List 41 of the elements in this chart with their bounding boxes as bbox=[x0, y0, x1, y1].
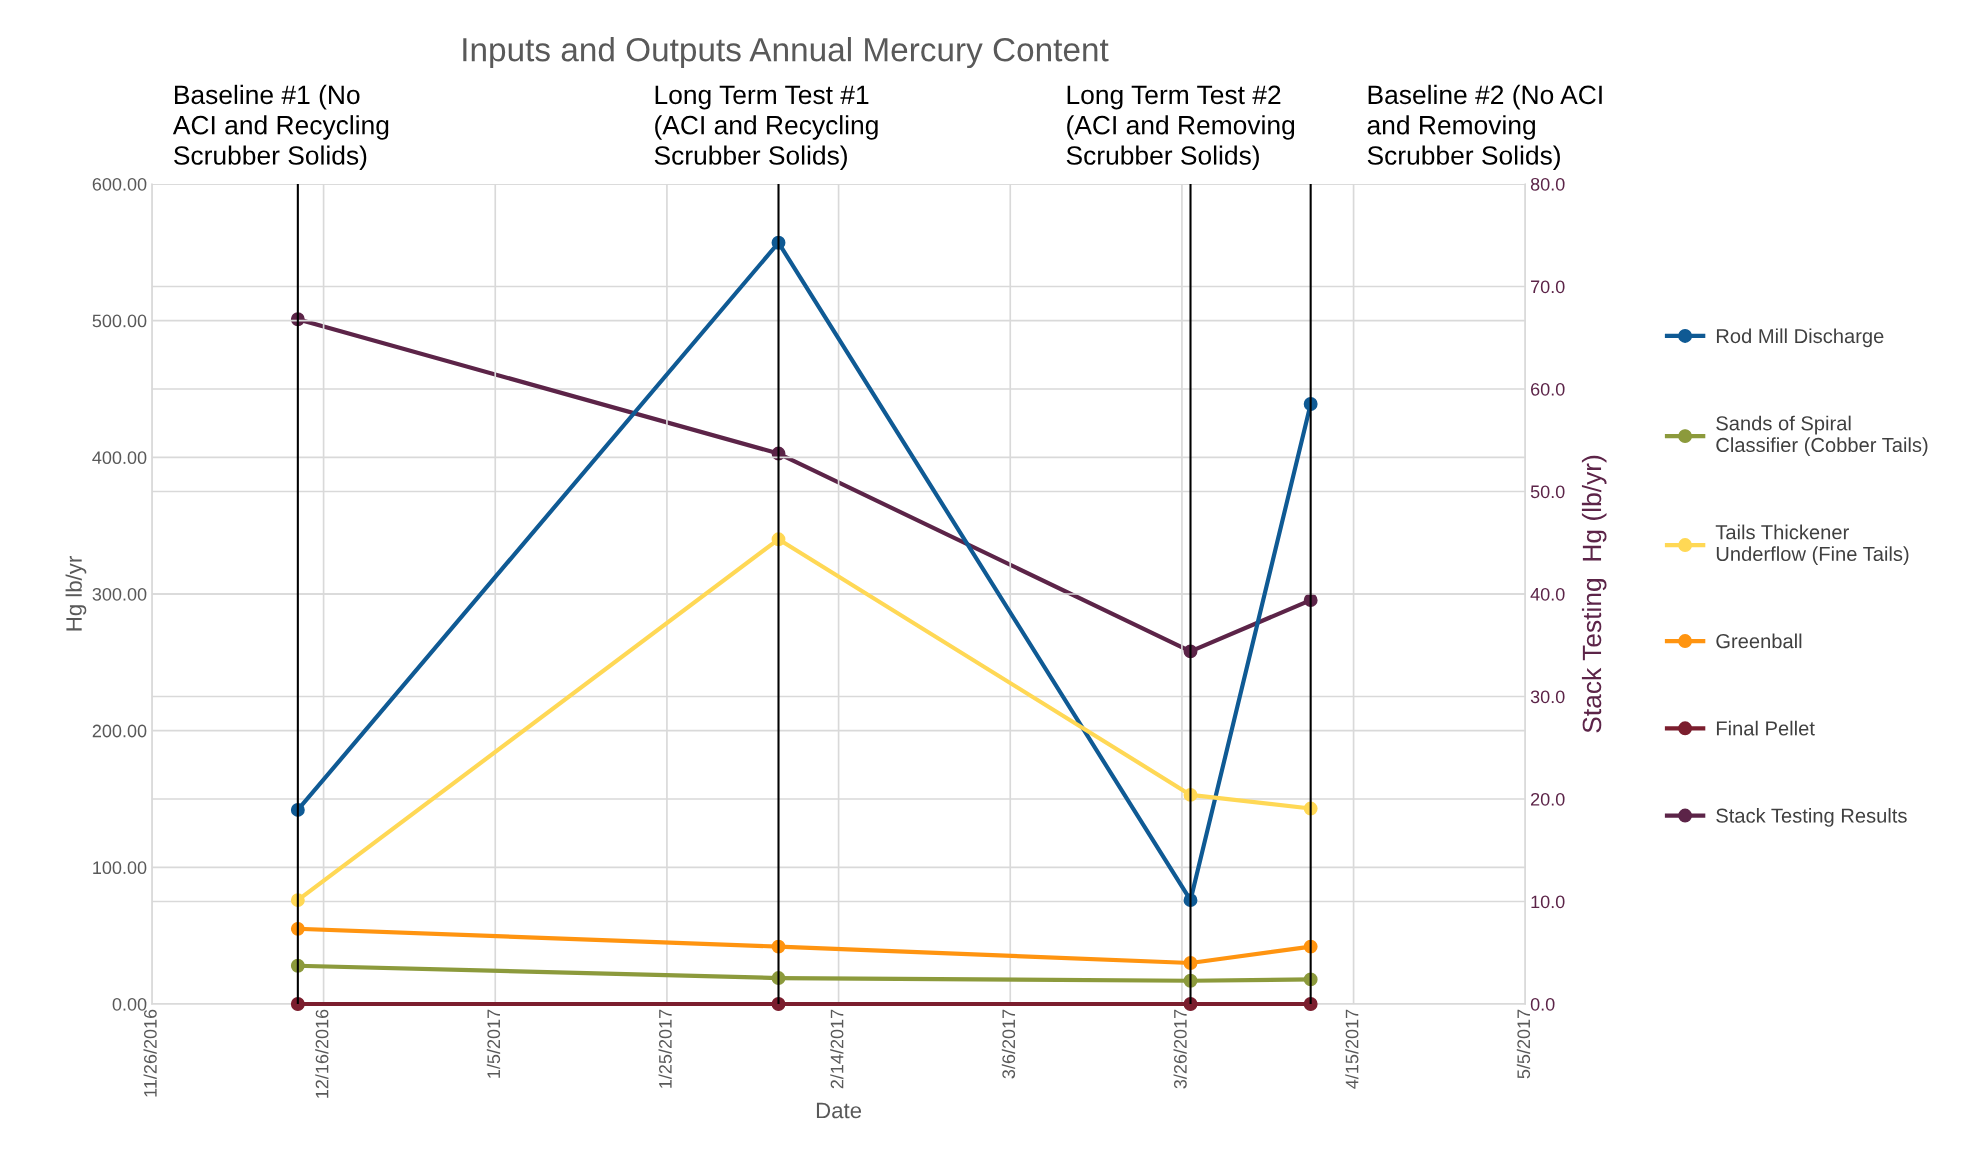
x-tick-label: 1/5/2017 bbox=[486, 1009, 501, 1078]
y2-tick-label: 70.0 bbox=[1531, 280, 1565, 294]
ref-line-label: Baseline #1 (No ACI and Recycling Scrubber Solids) bbox=[172, 84, 389, 171]
x-tick-label: 11/26/2016 bbox=[143, 1009, 157, 1097]
chart-title: Inputs and Outputs Annual Mercury Content bbox=[463, 37, 1109, 69]
y-tick-label: 500.00 bbox=[92, 314, 147, 328]
y2-tick-label: 60.0 bbox=[1531, 382, 1565, 396]
y-tick-label: 600.00 bbox=[92, 177, 147, 191]
x-axis-title: Date bbox=[816, 1102, 862, 1119]
y2-tick-label: 50.0 bbox=[1530, 485, 1565, 499]
y2-axis-title: Stack Testing Hg (lb/yr) bbox=[1581, 455, 1607, 733]
legend-label: Stack Testing Results bbox=[1716, 808, 1907, 827]
x-tick-label: 3/26/2017 bbox=[1173, 1009, 1187, 1089]
point bbox=[290, 997, 305, 1011]
ref-line-label: Baseline #2 (No ACI and Removing Scrubber Solids) bbox=[1367, 84, 1602, 171]
y2-tick-label: 40.0 bbox=[1530, 587, 1565, 601]
y-tick-label: 300.00 bbox=[92, 587, 147, 601]
x-tick-label: 12/16/2016 bbox=[315, 1009, 329, 1098]
y2-tick-label: 10.0 bbox=[1531, 895, 1565, 909]
legend-label: Sands of Spiral Classifier (Cobber Tails) bbox=[1716, 415, 1928, 457]
y-tick-label: 0.00 bbox=[112, 997, 147, 1011]
y2-tick-label: 30.0 bbox=[1530, 690, 1565, 704]
x-tick-label: 2/14/2017 bbox=[830, 1009, 844, 1089]
legend-label: Greenball bbox=[1716, 633, 1802, 649]
legend-label: Rod Mill Discharge bbox=[1716, 328, 1884, 348]
ref-line-label: Long Term Test #1 (ACI and Recycling Scrubber Solids) bbox=[654, 85, 878, 171]
x-tick-label: 1/25/2017 bbox=[658, 1009, 672, 1088]
legend-label: Final Pellet bbox=[1716, 720, 1815, 736]
point bbox=[1303, 997, 1318, 1011]
y2-tick-label: 80.0 bbox=[1530, 177, 1565, 191]
y2-tick-label: 0.0 bbox=[1530, 997, 1555, 1011]
y-tick-label: 200.00 bbox=[92, 724, 147, 738]
y-tick-label: 100.00 bbox=[93, 861, 147, 875]
legend-label: Tails Thickener Underflow (Fine Tails) bbox=[1715, 524, 1909, 566]
x-tick-label: 3/6/2017 bbox=[1001, 1009, 1016, 1079]
x-tick-label: 5/5/2017 bbox=[1516, 1009, 1531, 1079]
ref-line-label: Long Term Test #2 (ACI and Removing Scrubber Solids) bbox=[1066, 85, 1295, 171]
y-axis-title: Hg lb/yr bbox=[65, 556, 87, 631]
y-tick-label: 400.00 bbox=[92, 451, 147, 465]
x-tick-label: 4/15/2017 bbox=[1345, 1009, 1359, 1089]
y2-tick-label: 20.0 bbox=[1531, 792, 1565, 806]
